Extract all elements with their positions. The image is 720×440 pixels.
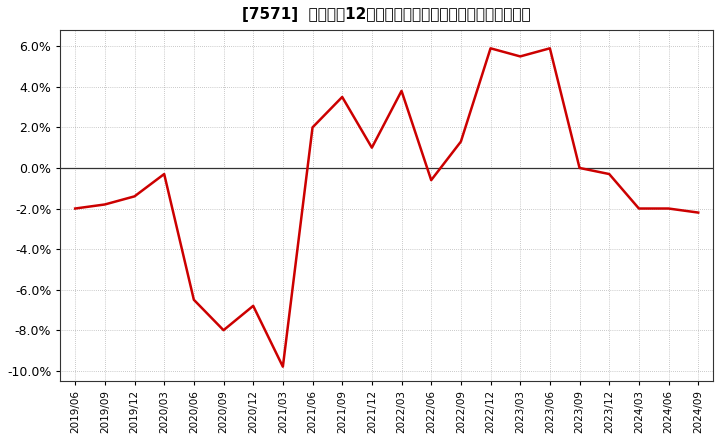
Title: [7571]  売上高の12か月移動合計の対前年同期増減率の推移: [7571] 売上高の12か月移動合計の対前年同期増減率の推移 <box>243 7 531 22</box>
